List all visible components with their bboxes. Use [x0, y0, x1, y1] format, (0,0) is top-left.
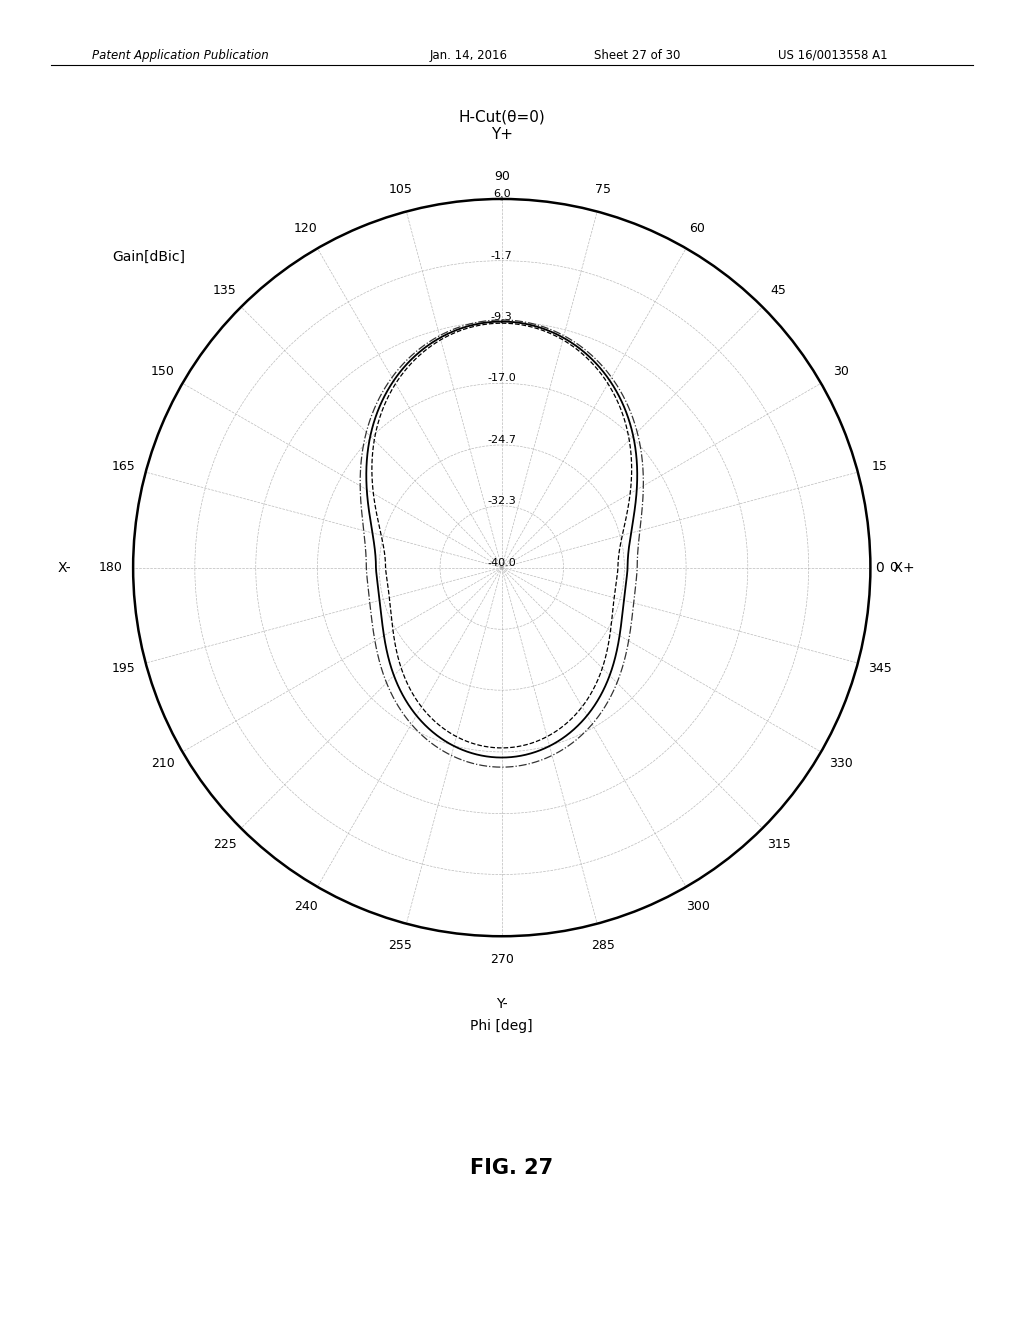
Text: FIG. 27: FIG. 27 — [470, 1158, 554, 1179]
Text: Gain[dBic]: Gain[dBic] — [113, 249, 185, 264]
Text: Patent Application Publication: Patent Application Publication — [92, 49, 269, 62]
Text: Y-: Y- — [496, 997, 508, 1011]
Title: H-Cut(θ=0)
Y+: H-Cut(θ=0) Y+ — [459, 110, 545, 143]
Text: X-: X- — [58, 561, 72, 574]
Text: Sheet 27 of 30: Sheet 27 of 30 — [594, 49, 680, 62]
Text: Phi [deg]: Phi [deg] — [470, 1019, 534, 1034]
Text: Jan. 14, 2016: Jan. 14, 2016 — [430, 49, 508, 62]
Text: US 16/0013558 A1: US 16/0013558 A1 — [778, 49, 888, 62]
Text: 0  X+: 0 X+ — [876, 561, 914, 574]
